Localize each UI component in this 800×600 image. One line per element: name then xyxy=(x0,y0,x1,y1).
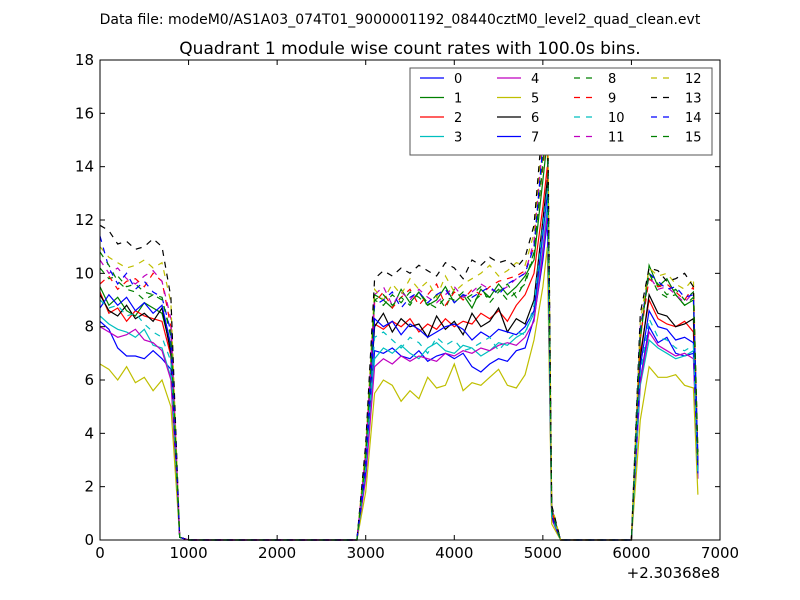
series-line-9 xyxy=(99,126,699,541)
y-tick-label: 6 xyxy=(84,371,94,389)
legend-label-6: 6 xyxy=(531,111,539,126)
x-tick-label: 4000 xyxy=(435,544,473,562)
axes-layer: 0 1000 2000 3000 4000 5000 6000 700002468101214… xyxy=(75,51,739,562)
y-tick-label: 4 xyxy=(84,424,94,442)
legend-label-1: 1 xyxy=(454,92,462,107)
legend-label-12: 12 xyxy=(685,72,702,87)
legend-label-4: 4 xyxy=(531,72,539,87)
chart-title: Quadrant 1 module wise count rates with … xyxy=(179,39,640,59)
legend-label-9: 9 xyxy=(608,92,616,107)
legend-label-7: 7 xyxy=(531,131,539,146)
y-tick-label: 0 xyxy=(84,531,94,549)
y-tick-label: 10 xyxy=(75,264,94,282)
x-tick-label: 0 xyxy=(95,544,105,562)
legend-label-11: 11 xyxy=(608,131,625,146)
legend-box xyxy=(409,67,713,156)
series-line-1 xyxy=(99,139,699,541)
legend-label-3: 3 xyxy=(454,131,462,146)
y-tick-label: 14 xyxy=(75,158,94,176)
x-tick-label: 6000 xyxy=(612,544,650,562)
series-line-8 xyxy=(99,113,699,541)
x-tick-label: 2000 xyxy=(258,544,296,562)
series-line-14 xyxy=(99,107,699,541)
series-line-10 xyxy=(99,187,699,541)
legend-label-14: 14 xyxy=(685,111,702,126)
series-line-0 xyxy=(99,219,699,541)
y-tick-label: 16 xyxy=(75,104,94,122)
legend-label-2: 2 xyxy=(454,111,462,126)
series-line-15 xyxy=(99,118,699,541)
legend-label-5: 5 xyxy=(531,92,539,107)
plot-frame xyxy=(99,59,721,541)
series-line-7 xyxy=(99,193,699,541)
series-line-3 xyxy=(99,206,699,541)
x-tick-label: 7000 xyxy=(701,544,739,562)
y-tick-label: 12 xyxy=(75,211,94,229)
x-tick-label: 5000 xyxy=(524,544,562,562)
y-tick-label: 2 xyxy=(84,478,94,496)
chart-suptitle: Data file: modeM0/AS1A03_074T01_90000011… xyxy=(100,12,701,28)
legend-label-15: 15 xyxy=(685,131,702,146)
legend-label-13: 13 xyxy=(685,92,702,107)
series-line-6 xyxy=(99,179,699,541)
series-line-11 xyxy=(99,99,699,541)
series-line-5 xyxy=(99,246,699,541)
series-line-4 xyxy=(99,214,699,541)
y-tick-label: 18 xyxy=(75,51,94,69)
legend-label-10: 10 xyxy=(608,111,625,126)
x-tick-label: 1000 xyxy=(169,544,207,562)
legend-label-0: 0 xyxy=(454,72,462,87)
x-offset-label: +2.30368e8 xyxy=(627,564,720,582)
legend-label-8: 8 xyxy=(608,72,616,87)
y-tick-label: 8 xyxy=(84,318,94,336)
x-tick-label: 3000 xyxy=(347,544,385,562)
